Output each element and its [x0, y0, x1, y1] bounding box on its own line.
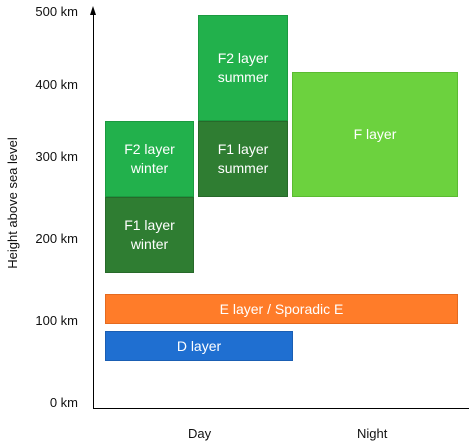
f1-layer-summer-label: F1 layer summer — [217, 141, 269, 176]
y-tick-300: 300 km — [35, 149, 78, 164]
x-category-day: Day — [188, 426, 212, 441]
y-tick-400: 400 km — [35, 77, 78, 92]
f1-layer-summer-box: F1 layer summer — [198, 121, 288, 197]
d-layer-box: D layer — [105, 331, 293, 361]
y-tick-200: 200 km — [35, 231, 78, 246]
y-axis-arrow-icon — [90, 6, 96, 15]
e-layer-label: E layer / Sporadic E — [219, 300, 344, 317]
f2-layer-winter-label: F2 layer winter — [124, 141, 175, 176]
y-axis-label: Height above sea level — [5, 137, 20, 269]
f-layer-label: F layer — [353, 126, 397, 142]
f2-layer-summer-label: F2 layer summer — [217, 50, 269, 85]
f2-layer-summer-box: F2 layer summer — [198, 15, 288, 121]
x-category-night: Night — [357, 426, 388, 441]
x-axis-line — [93, 408, 469, 409]
f-layer-box: F layer — [292, 72, 458, 197]
f1-layer-winter-label: F1 layer winter — [124, 217, 175, 252]
f2-layer-winter-box: F2 layer winter — [105, 121, 194, 197]
y-tick-500: 500 km — [35, 4, 78, 19]
y-tick-100: 100 km — [35, 313, 78, 328]
f1-layer-winter-box: F1 layer winter — [105, 197, 194, 273]
e-layer-box: E layer / Sporadic E — [105, 294, 458, 324]
y-axis-line — [93, 13, 94, 408]
d-layer-label: D layer — [176, 337, 222, 354]
y-tick-0: 0 km — [49, 395, 78, 410]
